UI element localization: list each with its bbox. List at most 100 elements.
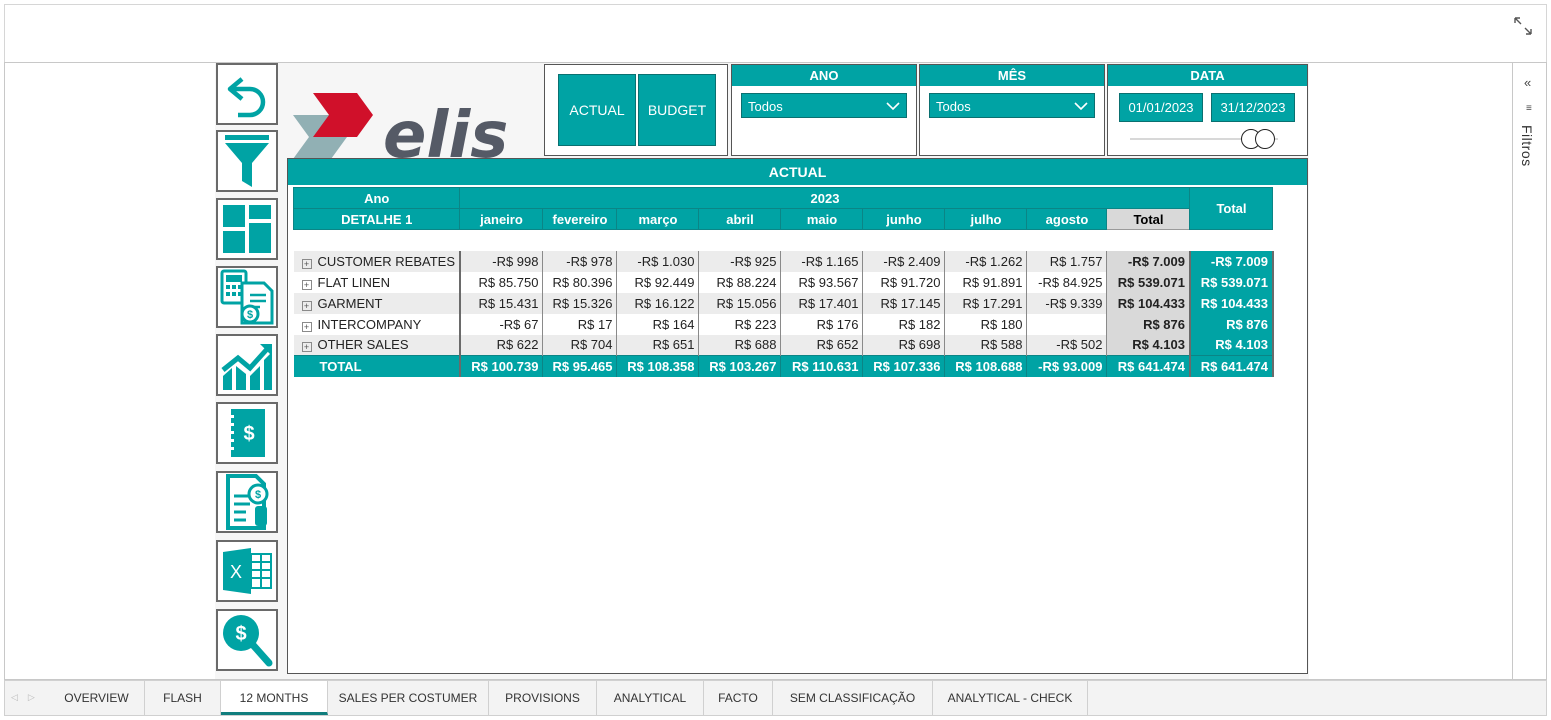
invoice-dollar-icon: $ (228, 409, 265, 457)
dashboard-icon (223, 205, 271, 253)
expand-icon[interactable] (1512, 15, 1534, 37)
growth-chart-button[interactable] (216, 334, 278, 396)
row-label: INTERCOMPANY (317, 316, 422, 332)
date-slider-end-handle[interactable] (1255, 129, 1275, 149)
value-cell: R$ 652 (780, 334, 864, 356)
page-tab-sem-classifica-o[interactable]: SEM CLASSIFICAÇÃO (773, 681, 933, 715)
year-header-row: Ano 2023 Total (292, 187, 1274, 230)
year-total-cell: R$ 876 (1106, 313, 1191, 335)
value-cell: R$ 91.720 (862, 271, 946, 293)
expand-plus-icon[interactable]: + (301, 279, 312, 290)
table-row: + INTERCOMPANY -R$ 67 R$ 17 R$ 164 R$ 223 R$ 1… (293, 313, 1274, 335)
corner-year-label: Ano (292, 187, 461, 209)
page-tab-provisions[interactable]: PROVISIONS (489, 681, 597, 715)
back-button[interactable] (216, 63, 278, 125)
month-header-1: fevereiro (542, 208, 618, 230)
page-tab-analytical[interactable]: ANALYTICAL (597, 681, 704, 715)
mes-slicer: MÊS Todos (919, 64, 1105, 156)
value-cell: R$ 85.750 (459, 271, 544, 293)
document-coin-button[interactable]: $ (216, 471, 278, 533)
value-cell: -R$ 67 (459, 313, 544, 335)
ano-slicer-title: ANO (732, 65, 916, 86)
page-tab-overview[interactable]: OVERVIEW (49, 681, 145, 715)
page-tab-flash[interactable]: FLASH (145, 681, 221, 715)
matrix-title: ACTUAL (288, 159, 1307, 185)
corner-detail-label: DETALHE 1 (292, 208, 461, 230)
invoice-button[interactable]: $ (216, 402, 278, 464)
year-total-header: Total (1106, 208, 1191, 230)
month-header-2: março (616, 208, 700, 230)
page-tab-facto[interactable]: FACTO (704, 681, 773, 715)
actual-button[interactable]: ACTUAL (558, 74, 636, 146)
table-row: + FLAT LINEN R$ 85.750 R$ 80.396 R$ 92.449 R$… (293, 271, 1274, 293)
value-cell: R$ 622 (459, 334, 544, 356)
table-row: + GARMENT R$ 15.431 R$ 15.326 R$ 16.122 R$ 15… (293, 292, 1274, 314)
value-cell: R$ 15.326 (542, 292, 618, 314)
expand-plus-icon[interactable]: + (301, 342, 312, 353)
value-cell: R$ 1.757 (1026, 250, 1108, 272)
total-value-cell: R$ 103.267 (698, 355, 782, 377)
mes-dropdown[interactable]: Todos (929, 93, 1095, 118)
dollar-search-button[interactable]: $ (216, 609, 278, 671)
row-label-cell: + INTERCOMPANY (293, 313, 461, 335)
page-tab-sales-per-costumer[interactable]: SALES PER COSTUMER (328, 681, 489, 715)
filter-pane-label[interactable]: Filtros (1519, 125, 1535, 167)
svg-text:$: $ (255, 489, 261, 501)
grand-total-cell: -R$ 7.009 (1189, 250, 1274, 272)
budget-button[interactable]: BUDGET (638, 74, 716, 146)
month-header-6: julho (944, 208, 1028, 230)
value-cell: R$ 651 (616, 334, 700, 356)
value-cell: R$ 93.567 (780, 271, 864, 293)
expand-plus-icon[interactable]: + (301, 258, 312, 269)
excel-export-button[interactable]: X (216, 540, 278, 602)
page-tab-bar: ◁▷ OVERVIEW FLASH 12 MONTHS SALES PER COSTU… (4, 680, 1547, 716)
tab-scroll-arrows-icon[interactable]: ◁▷ (11, 692, 45, 702)
matrix-body: + CUSTOMER REBATES -R$ 998 -R$ 978 -R$ 1.030… (293, 230, 1274, 377)
value-cell: -R$ 502 (1026, 334, 1108, 356)
total-row-label: TOTAL (293, 355, 461, 377)
calculator-document-button[interactable]: $ (216, 266, 278, 328)
grand-total-cell: R$ 876 (1189, 313, 1274, 335)
row-label-cell: + CUSTOMER REBATES (293, 250, 461, 272)
total-value-cell: R$ 107.336 (862, 355, 946, 377)
value-cell: R$ 688 (698, 334, 782, 356)
row-label: OTHER SALES (317, 337, 409, 353)
page-tab-analytical-check[interactable]: ANALYTICAL - CHECK (933, 681, 1088, 715)
growth-chart-icon (221, 344, 272, 390)
total-value-cell: R$ 95.465 (542, 355, 618, 377)
month-header-row: DETALHE 1 janeiro fevereiro março abril maio… (292, 208, 1273, 230)
value-cell: R$ 17.401 (780, 292, 864, 314)
end-date-input[interactable]: 31/12/2023 (1211, 93, 1295, 122)
value-cell: R$ 588 (944, 334, 1028, 356)
logo-text: elis (383, 99, 508, 159)
ano-dropdown[interactable]: Todos (741, 93, 907, 118)
collapse-chevron-icon[interactable]: « (1524, 75, 1532, 90)
expand-plus-icon[interactable]: + (301, 300, 312, 311)
svg-text:$: $ (247, 309, 253, 321)
filter-button[interactable] (216, 130, 278, 192)
grand-total-header: Total (1189, 187, 1274, 230)
value-cell: -R$ 1.262 (944, 250, 1028, 272)
svg-text:$: $ (243, 423, 254, 445)
mes-dropdown-value: Todos (936, 99, 971, 114)
year-total-cell: R$ 4.103 (1106, 334, 1191, 356)
date-range-slider-track[interactable] (1130, 138, 1278, 140)
value-cell: -R$ 2.409 (862, 250, 946, 272)
data-slicer: DATA 01/01/2023 31/12/2023 (1107, 64, 1308, 156)
dashboard-button[interactable] (216, 198, 278, 260)
page-tab-12-months[interactable]: 12 MONTHS (221, 681, 328, 715)
total-value-cell: R$ 110.631 (780, 355, 864, 377)
document-coin-icon: $ (226, 474, 269, 530)
year-total-cell: R$ 539.071 (1106, 271, 1191, 293)
expand-plus-icon[interactable]: + (301, 321, 312, 332)
svg-text:X: X (230, 562, 242, 582)
scenario-selector: ACTUAL BUDGET (544, 64, 728, 156)
value-cell (1026, 313, 1108, 335)
value-cell: -R$ 978 (542, 250, 618, 272)
start-date-input[interactable]: 01/01/2023 (1119, 93, 1203, 122)
value-cell: -R$ 925 (698, 250, 782, 272)
value-cell: R$ 92.449 (616, 271, 700, 293)
value-cell: -R$ 1.030 (616, 250, 700, 272)
total-year-total-cell: R$ 641.474 (1106, 355, 1191, 377)
value-cell: R$ 88.224 (698, 271, 782, 293)
